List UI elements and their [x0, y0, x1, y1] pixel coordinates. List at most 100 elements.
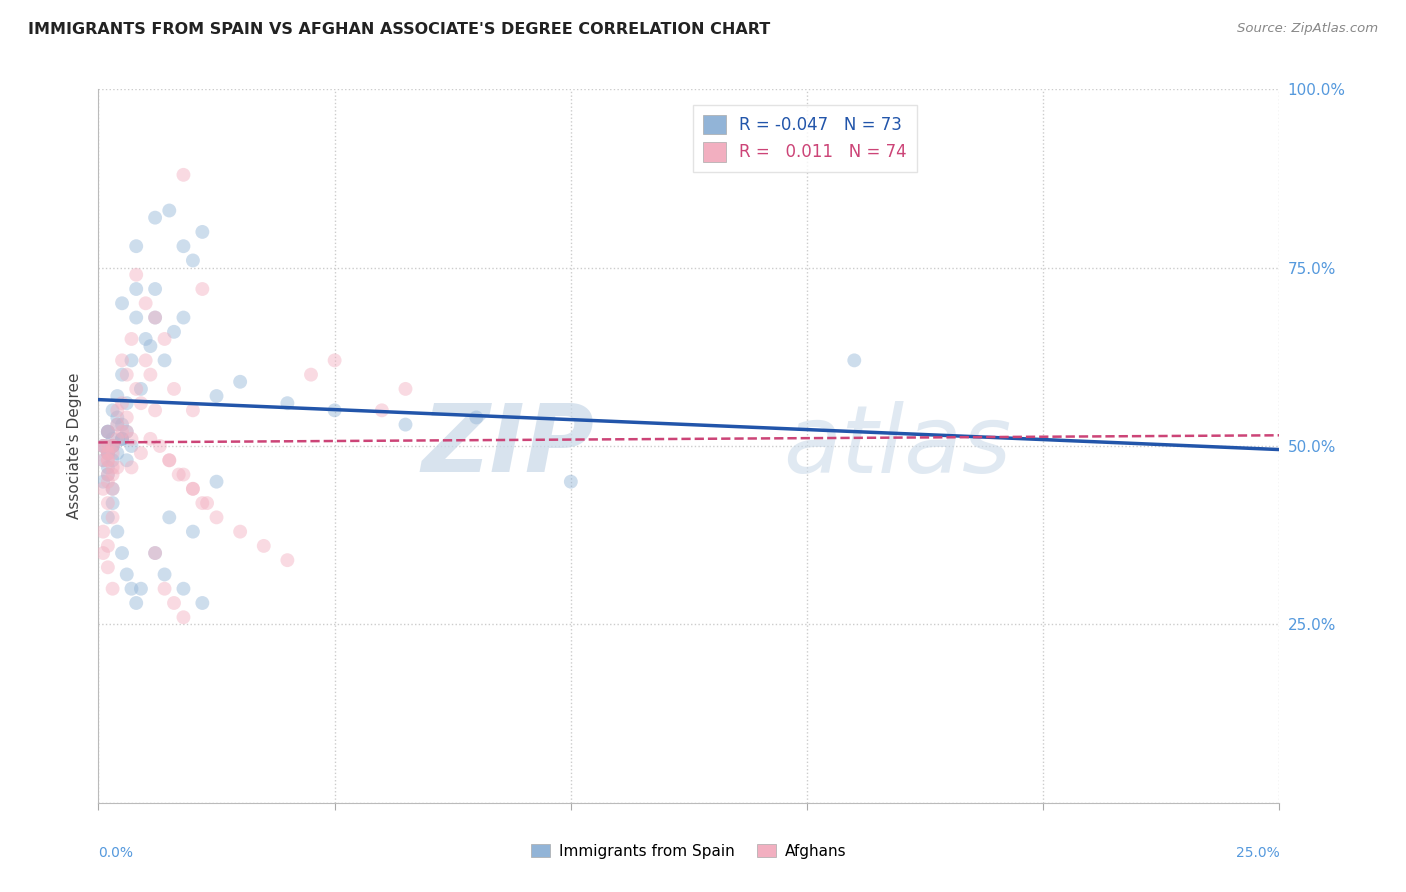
Point [139, 368, 162, 382]
Point [101, 510, 124, 524]
Point [191, 596, 214, 610]
Point [91, 439, 114, 453]
Point [97, 539, 120, 553]
Point [163, 325, 186, 339]
Point [97, 446, 120, 460]
Point [101, 439, 124, 453]
Point [101, 453, 124, 467]
Y-axis label: Associate's Degree: Associate's Degree [67, 373, 83, 519]
Point [105, 460, 128, 475]
Point [191, 496, 214, 510]
Point [111, 432, 134, 446]
Point [111, 296, 134, 310]
Legend: R = -0.047   N = 73, R =   0.011   N = 74: R = -0.047 N = 73, R = 0.011 N = 74 [693, 104, 917, 171]
Point [149, 439, 172, 453]
Point [97, 425, 120, 439]
Point [172, 582, 194, 596]
Point [97, 475, 120, 489]
Point [143, 546, 166, 560]
Point [299, 368, 322, 382]
Text: 25.0%: 25.0% [1236, 846, 1279, 860]
Point [91, 439, 114, 453]
Point [129, 446, 152, 460]
Point [97, 425, 120, 439]
Point [111, 425, 134, 439]
Point [143, 403, 166, 417]
Point [97, 425, 120, 439]
Point [121, 332, 143, 346]
Point [253, 539, 276, 553]
Point [153, 332, 176, 346]
Point [135, 296, 157, 310]
Point [181, 253, 204, 268]
Point [163, 382, 186, 396]
Point [276, 396, 298, 410]
Point [153, 353, 176, 368]
Point [101, 582, 124, 596]
Point [97, 439, 120, 453]
Point [125, 268, 148, 282]
Text: Source: ZipAtlas.com: Source: ZipAtlas.com [1237, 22, 1378, 36]
Point [101, 482, 124, 496]
Point [205, 475, 228, 489]
Point [97, 496, 120, 510]
Point [121, 353, 143, 368]
Point [153, 567, 176, 582]
Point [105, 432, 128, 446]
Point [91, 546, 114, 560]
Point [97, 467, 120, 482]
Point [143, 310, 166, 325]
Point [394, 382, 416, 396]
Point [115, 425, 138, 439]
Point [172, 168, 194, 182]
Point [157, 453, 180, 467]
Point [129, 382, 152, 396]
Point [97, 453, 120, 467]
Point [394, 417, 416, 432]
Point [101, 403, 124, 417]
Point [172, 239, 194, 253]
Point [172, 467, 194, 482]
Point [143, 310, 166, 325]
Point [97, 446, 120, 460]
Point [229, 375, 252, 389]
Point [172, 310, 194, 325]
Point [167, 467, 190, 482]
Text: IMMIGRANTS FROM SPAIN VS AFGHAN ASSOCIATE'S DEGREE CORRELATION CHART: IMMIGRANTS FROM SPAIN VS AFGHAN ASSOCIAT… [28, 22, 770, 37]
Text: ZIP: ZIP [422, 400, 595, 492]
Point [135, 332, 157, 346]
Point [97, 460, 120, 475]
Point [101, 439, 124, 453]
Point [91, 439, 114, 453]
Point [97, 510, 120, 524]
Point [115, 410, 138, 425]
Point [101, 460, 124, 475]
Point [105, 410, 128, 425]
Point [105, 417, 128, 432]
Point [205, 510, 228, 524]
Text: atlas: atlas [783, 401, 1012, 491]
Point [91, 453, 114, 467]
Point [121, 432, 143, 446]
Point [111, 396, 134, 410]
Point [115, 368, 138, 382]
Point [172, 610, 194, 624]
Point [111, 368, 134, 382]
Point [191, 282, 214, 296]
Point [101, 446, 124, 460]
Point [371, 403, 394, 417]
Point [97, 467, 120, 482]
Point [181, 482, 204, 496]
Point [111, 432, 134, 446]
Point [560, 475, 582, 489]
Point [101, 467, 124, 482]
Point [121, 582, 143, 596]
Point [97, 560, 120, 574]
Point [229, 524, 252, 539]
Point [181, 482, 204, 496]
Point [101, 496, 124, 510]
Point [105, 403, 128, 417]
Point [157, 203, 180, 218]
Point [129, 396, 152, 410]
Point [121, 460, 143, 475]
